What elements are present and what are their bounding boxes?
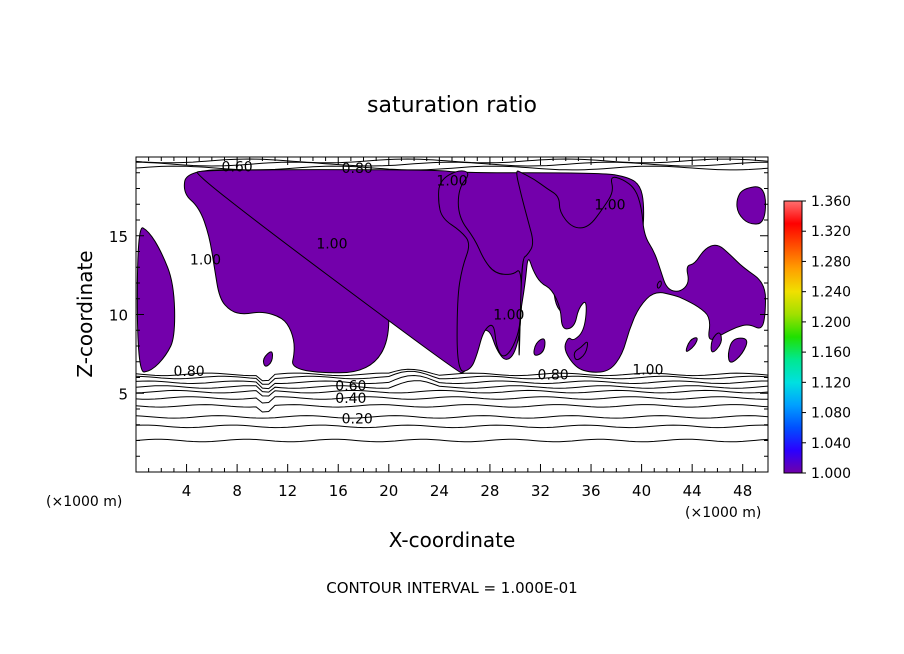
contour-interval-note: CONTOUR INTERVAL = 1.000E-01 xyxy=(326,579,577,597)
x-axis-label: X-coordinate xyxy=(389,528,516,552)
contour-label: 0.80 xyxy=(174,364,205,380)
contour-label: 1.00 xyxy=(493,308,524,324)
y-tick-label: 15 xyxy=(109,228,128,246)
colorbar-label: 1.040 xyxy=(811,436,851,452)
contour-label: 1.00 xyxy=(190,252,221,268)
y-axis-label: Z-coordinate xyxy=(73,250,97,377)
x-tick-label: 4 xyxy=(182,482,192,500)
colorbar-label: 1.280 xyxy=(811,254,851,270)
x-tick-label: 44 xyxy=(683,482,702,500)
saturated-region xyxy=(736,186,767,225)
contour-line xyxy=(136,165,768,171)
contour-line xyxy=(136,368,768,382)
contour-label: 0.60 xyxy=(222,159,253,175)
contour-line xyxy=(136,374,768,390)
saturated-region xyxy=(656,280,662,289)
colorbar-label: 1.160 xyxy=(811,345,851,361)
x-tick-label: 24 xyxy=(430,482,449,500)
contour-labels: 0.60 0.80 1.00 1.00 1.00 1.00 1.00 0.80 0.80 1.00… xyxy=(174,159,664,427)
chart-title: saturation ratio xyxy=(367,93,537,118)
contour-label: 1.00 xyxy=(316,237,347,253)
contour-line xyxy=(136,380,768,393)
y-tick-label: 10 xyxy=(109,307,128,325)
saturated-region xyxy=(685,337,698,352)
contour-label: 0.60 xyxy=(335,378,366,394)
contour-line xyxy=(136,396,768,404)
contour-line xyxy=(136,389,768,397)
x-tick-label: 48 xyxy=(733,482,752,500)
saturated-region xyxy=(710,332,722,353)
contour-lines xyxy=(136,158,768,443)
y-tick-label: 5 xyxy=(118,385,128,403)
colorbar-label: 1.120 xyxy=(811,375,851,391)
contour-label: 0.80 xyxy=(538,367,569,383)
contour-line xyxy=(136,370,768,385)
contour-line xyxy=(136,158,768,164)
x-tick-label: 28 xyxy=(480,482,499,500)
colorbar-gradient xyxy=(783,200,803,474)
contour-line xyxy=(136,424,768,429)
saturated-region xyxy=(438,170,523,372)
colorbar-label: 1.320 xyxy=(811,224,851,240)
contour-label: 0.80 xyxy=(342,161,373,177)
x-tick-label: 8 xyxy=(232,482,242,500)
saturated-region-fills xyxy=(136,169,767,374)
saturated-region xyxy=(533,338,546,356)
contour-line xyxy=(136,415,768,419)
colorbar: 1.360 1.320 1.280 1.240 1.200 1.160 1.120 1.080… xyxy=(783,194,851,482)
contour-label: 1.00 xyxy=(594,197,625,213)
x-unit-right: (×1000 m) xyxy=(685,505,761,521)
saturated-region xyxy=(516,170,767,373)
contour-label: 0.40 xyxy=(335,391,366,407)
colorbar-label: 1.200 xyxy=(811,315,851,331)
colorbar-label: 1.240 xyxy=(811,285,851,301)
contour-label: 1.00 xyxy=(436,174,467,190)
saturated-region xyxy=(727,337,748,363)
contour-line xyxy=(136,161,768,167)
x-unit-left: (×1000 m) xyxy=(46,494,122,510)
contour-label: 1.00 xyxy=(632,363,663,379)
x-tick-label: 20 xyxy=(379,482,398,500)
colorbar-label: 1.360 xyxy=(811,194,851,210)
x-tick-label: 32 xyxy=(531,482,550,500)
contour-label: 0.20 xyxy=(342,411,373,427)
colorbar-label: 1.000 xyxy=(811,466,851,482)
contour-line xyxy=(136,438,768,443)
saturated-region xyxy=(262,351,274,367)
contour-line xyxy=(136,404,768,413)
y-axis: 5 10 15 xyxy=(109,172,768,457)
x-tick-label: 36 xyxy=(581,482,600,500)
colorbar-label: 1.080 xyxy=(811,406,851,422)
saturated-region xyxy=(573,341,589,361)
x-tick-label: 40 xyxy=(632,482,651,500)
saturated-region xyxy=(136,227,176,373)
x-axis: 4 8 12 16 20 24 28 32 36 40 44 48 xyxy=(148,157,756,500)
x-tick-label: 12 xyxy=(278,482,297,500)
x-tick-label: 16 xyxy=(329,482,348,500)
